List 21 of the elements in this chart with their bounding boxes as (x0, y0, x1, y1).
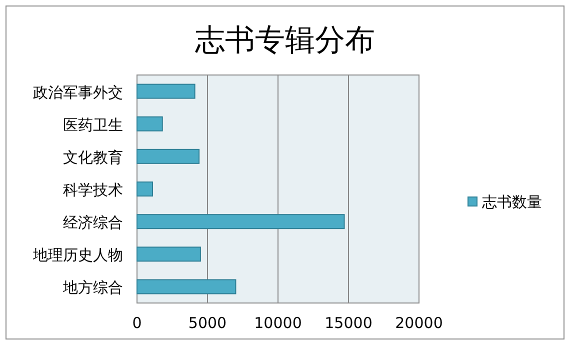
title: 志书专辑分布 (195, 23, 375, 58)
y-tick-label: 经济综合 (63, 214, 123, 232)
y-tick-label: 地方综合 (62, 278, 123, 297)
bar (136, 84, 196, 99)
x-tick-label: 0 (132, 314, 142, 332)
x-tick-label: 20000 (395, 314, 443, 332)
x-tick-label: 5000 (188, 314, 227, 332)
bar (136, 246, 201, 262)
bar (136, 214, 345, 230)
x-tick-label: 15000 (324, 314, 372, 332)
bar (136, 116, 163, 132)
bar (136, 279, 236, 294)
y-tick-label: 科学技术 (63, 181, 123, 199)
legend-label: 志书数量 (482, 193, 542, 211)
bar (136, 182, 154, 196)
y-tick-label: 医药卫生 (63, 116, 123, 134)
x-tick-label: 10000 (254, 314, 302, 332)
y-tick-label: 文化教育 (63, 148, 123, 166)
bar (136, 148, 200, 164)
y-tick-label: 政治军事外交 (33, 83, 123, 102)
y-tick-label: 地理历史人物 (32, 246, 123, 264)
